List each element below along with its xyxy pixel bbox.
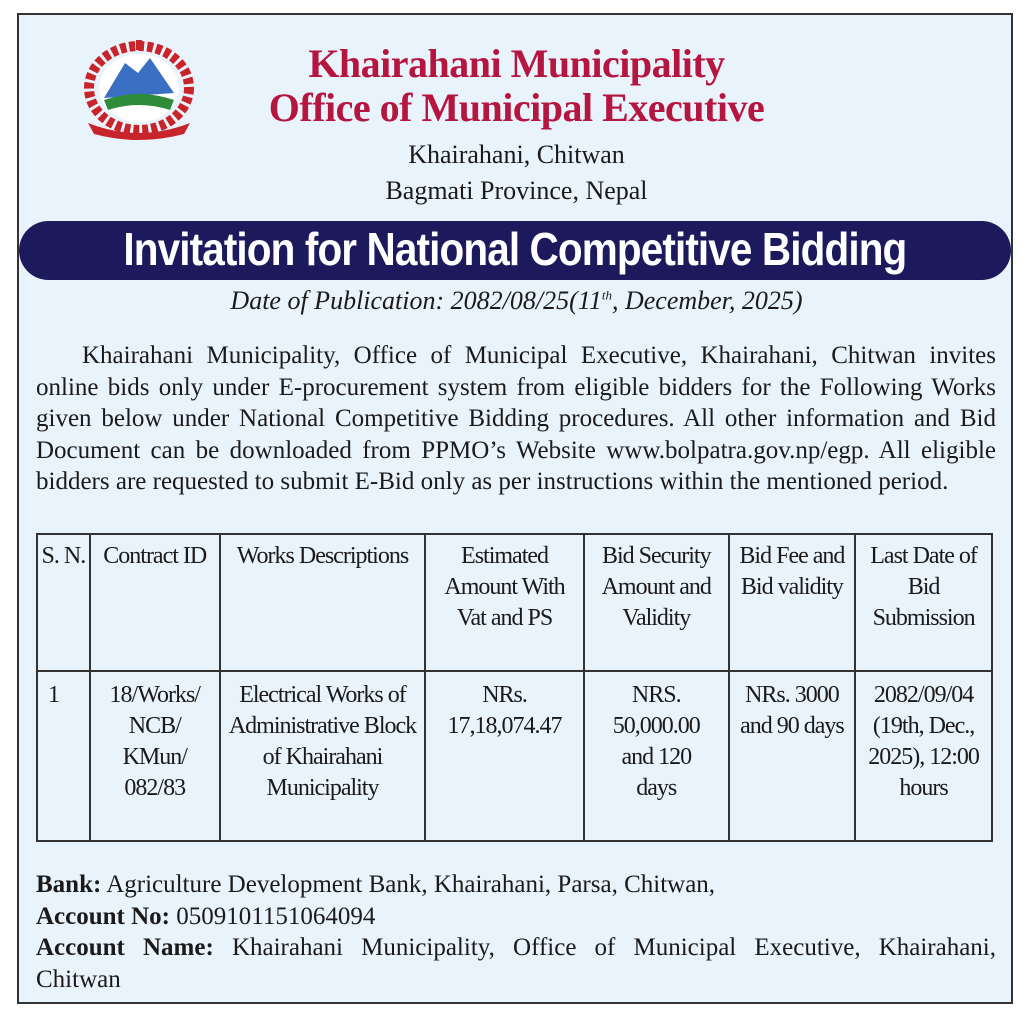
- cell-bid-fee: NRs. 3000 and 90 days: [727, 670, 857, 842]
- bank-value: Agriculture Development Bank, Khairahani…: [106, 871, 716, 898]
- table-header-row: S. N. Contract ID Works Descriptions Est…: [36, 533, 993, 672]
- header-sn: S. N.: [36, 533, 91, 672]
- address-line-1: Khairahani, Chitwan: [408, 140, 625, 169]
- publication-date: Date of Publication: 2082/08/25(11th, De…: [0, 286, 1033, 316]
- cell-contract-id: 18/Works/ NCB/ KMun/ 082/83: [88, 670, 221, 842]
- cell-last-date: 2082/09/04 (19th, Dec., 2025), 12:00 hou…: [854, 670, 993, 842]
- office-title: Office of Municipal Executive: [268, 85, 765, 130]
- intro-paragraph: Khairahani Municipality, Office of Munic…: [36, 342, 996, 495]
- header-last-date: Last Date of Bid Submission: [854, 533, 993, 672]
- notice-banner: Invitation for National Competitive Bidd…: [19, 221, 1011, 280]
- header-estimated-amount: Estimated Amount With Vat and PS: [424, 533, 585, 672]
- header-bid-fee: Bid Fee and Bid validity: [727, 533, 857, 672]
- table-row: 1 18/Works/ NCB/ KMun/ 082/83 Electrical…: [36, 670, 993, 842]
- bank-line: Bank: Agriculture Development Bank, Khai…: [36, 869, 996, 901]
- works-table: S. N. Contract ID Works Descriptions Est…: [36, 533, 993, 842]
- date-suffix: , December, 2025): [611, 286, 803, 315]
- account-name-label: Account Name:: [36, 934, 214, 961]
- banner-text: Invitation for National Competitive Bidd…: [123, 223, 907, 275]
- address-line-2: Bagmati Province, Nepal: [385, 176, 648, 205]
- cell-sn: 1: [36, 670, 91, 842]
- header-bid-security: Bid Security Amount and Validity: [582, 533, 730, 672]
- bank-details: Bank: Agriculture Development Bank, Khai…: [36, 869, 996, 995]
- cell-works-description: Electrical Works of Administrative Block…: [218, 670, 427, 842]
- account-no-line: Account No: 0509101151064094: [36, 901, 996, 933]
- cell-bid-security: NRS. 50,000.00 and 120 days: [582, 670, 730, 842]
- nepal-emblem-logo: [84, 40, 194, 140]
- date-sup: th: [601, 287, 612, 303]
- bank-label: Bank:: [36, 871, 102, 898]
- account-no-label: Account No:: [36, 902, 171, 930]
- date-prefix: Date of Publication: 2082/08/25(11: [230, 286, 602, 315]
- account-name-line: Account Name: Khairahani Municipality, O…: [36, 932, 996, 995]
- account-no-value: 0509101151064094: [176, 902, 376, 930]
- header-works-descriptions: Works Descriptions: [218, 533, 427, 672]
- municipality-title: Khairahani Municipality: [308, 41, 725, 86]
- account-name-value: Khairahani Municipality, Office of Munic…: [36, 934, 996, 993]
- cell-estimated-amount: NRs. 17,18,074.47: [424, 670, 585, 842]
- header-contract-id: Contract ID: [88, 533, 221, 672]
